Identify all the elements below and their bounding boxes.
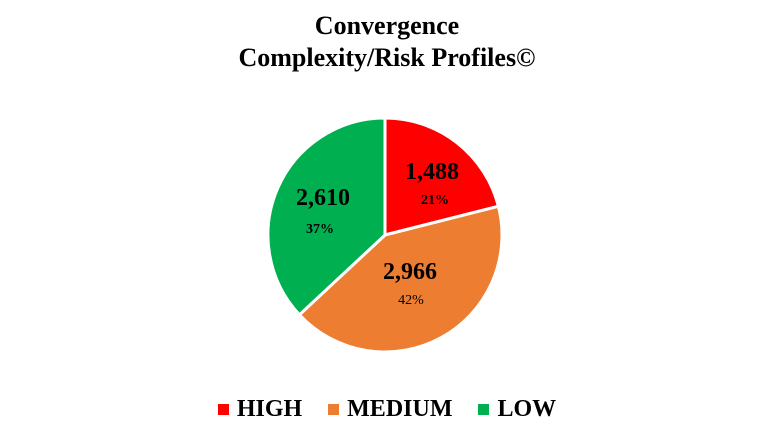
legend-swatch-medium-icon [328, 404, 340, 415]
legend-item-medium[interactable]: MEDIUM [328, 396, 452, 423]
chart-title-line1: Convergence [314, 11, 460, 40]
chart-title-line2: Complexity/Risk Profiles© [238, 43, 536, 72]
legend-label-high: HIGH [236, 396, 303, 422]
label-medium-pct: 42% [398, 293, 424, 308]
label-medium-value: 2,966 [383, 259, 437, 285]
label-high-pct: 21% [421, 193, 449, 208]
slice-high[interactable] [383, 116, 501, 237]
label-high-value: 1,488 [405, 159, 459, 185]
label-low-value: 2,610 [296, 185, 350, 211]
legend-label-medium: MEDIUM [347, 396, 453, 422]
slice-medium[interactable] [297, 204, 504, 354]
chart-title: Convergence Complexity/Risk Profiles© [0, 10, 774, 74]
slice-low[interactable] [266, 116, 387, 317]
legend-item-low[interactable]: LOW [478, 396, 556, 423]
label-low-pct: 37% [306, 222, 334, 237]
legend-item-high[interactable]: HIGH [217, 396, 303, 423]
legend-label-low: LOW [497, 396, 557, 422]
legend-swatch-low-icon [478, 404, 490, 415]
legend-swatch-high-icon [217, 404, 229, 415]
legend: HIGH MEDIUM LOW [0, 396, 774, 423]
